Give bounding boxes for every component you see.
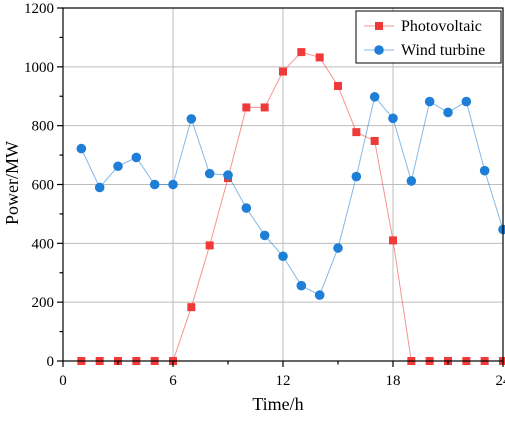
data-point — [297, 281, 307, 291]
data-point — [261, 103, 269, 111]
data-point — [205, 169, 215, 179]
x-tick-label: 0 — [59, 373, 67, 389]
data-point — [334, 82, 342, 90]
data-point — [206, 241, 214, 249]
data-point — [278, 251, 288, 261]
data-point — [242, 203, 252, 213]
data-point — [297, 48, 305, 56]
data-point — [480, 166, 490, 176]
data-point — [95, 183, 105, 193]
data-point — [389, 236, 397, 244]
data-point — [132, 153, 142, 163]
x-tick-label: 12 — [276, 373, 291, 389]
x-tick-label: 18 — [386, 373, 401, 389]
data-point — [407, 176, 417, 186]
data-point — [260, 231, 270, 241]
series-line-0 — [81, 52, 503, 361]
data-point — [443, 108, 453, 118]
data-point — [242, 103, 250, 111]
series-line-1 — [81, 97, 503, 295]
data-point — [279, 68, 287, 76]
data-point — [187, 303, 195, 311]
y-tick-label: 1200 — [24, 1, 54, 17]
data-point — [150, 180, 160, 190]
data-point — [187, 114, 197, 124]
data-point — [352, 172, 362, 182]
y-tick-label: 800 — [32, 119, 55, 135]
y-tick-label: 0 — [47, 354, 55, 370]
data-point — [113, 161, 123, 171]
data-point — [498, 225, 505, 235]
y-tick-label: 1000 — [24, 60, 54, 76]
legend-label-1: Wind turbine — [401, 42, 485, 59]
data-point — [352, 128, 360, 136]
legend-label-0: Photovoltaic — [401, 18, 482, 35]
data-point — [315, 290, 325, 300]
legend-marker-0 — [375, 22, 383, 30]
data-point — [168, 180, 178, 190]
y-tick-label: 600 — [32, 178, 55, 194]
y-axis-title: Power/MW — [2, 141, 22, 225]
data-point — [371, 137, 379, 145]
legend-marker-1 — [374, 45, 384, 55]
data-point — [370, 92, 380, 102]
x-axis-title: Time/h — [252, 394, 303, 414]
x-tick-label: 24 — [496, 373, 505, 389]
data-point — [316, 53, 324, 61]
y-tick-label: 400 — [32, 236, 55, 252]
data-point — [462, 97, 472, 107]
data-point — [333, 243, 343, 253]
legend: Photovoltaic Wind turbine — [356, 11, 501, 63]
data-point — [223, 170, 233, 180]
data-point — [425, 97, 435, 107]
data-point — [388, 114, 398, 124]
x-tick-label: 6 — [169, 373, 177, 389]
y-tick-label: 200 — [32, 295, 55, 311]
series-layer — [77, 48, 505, 365]
data-point — [77, 144, 87, 154]
